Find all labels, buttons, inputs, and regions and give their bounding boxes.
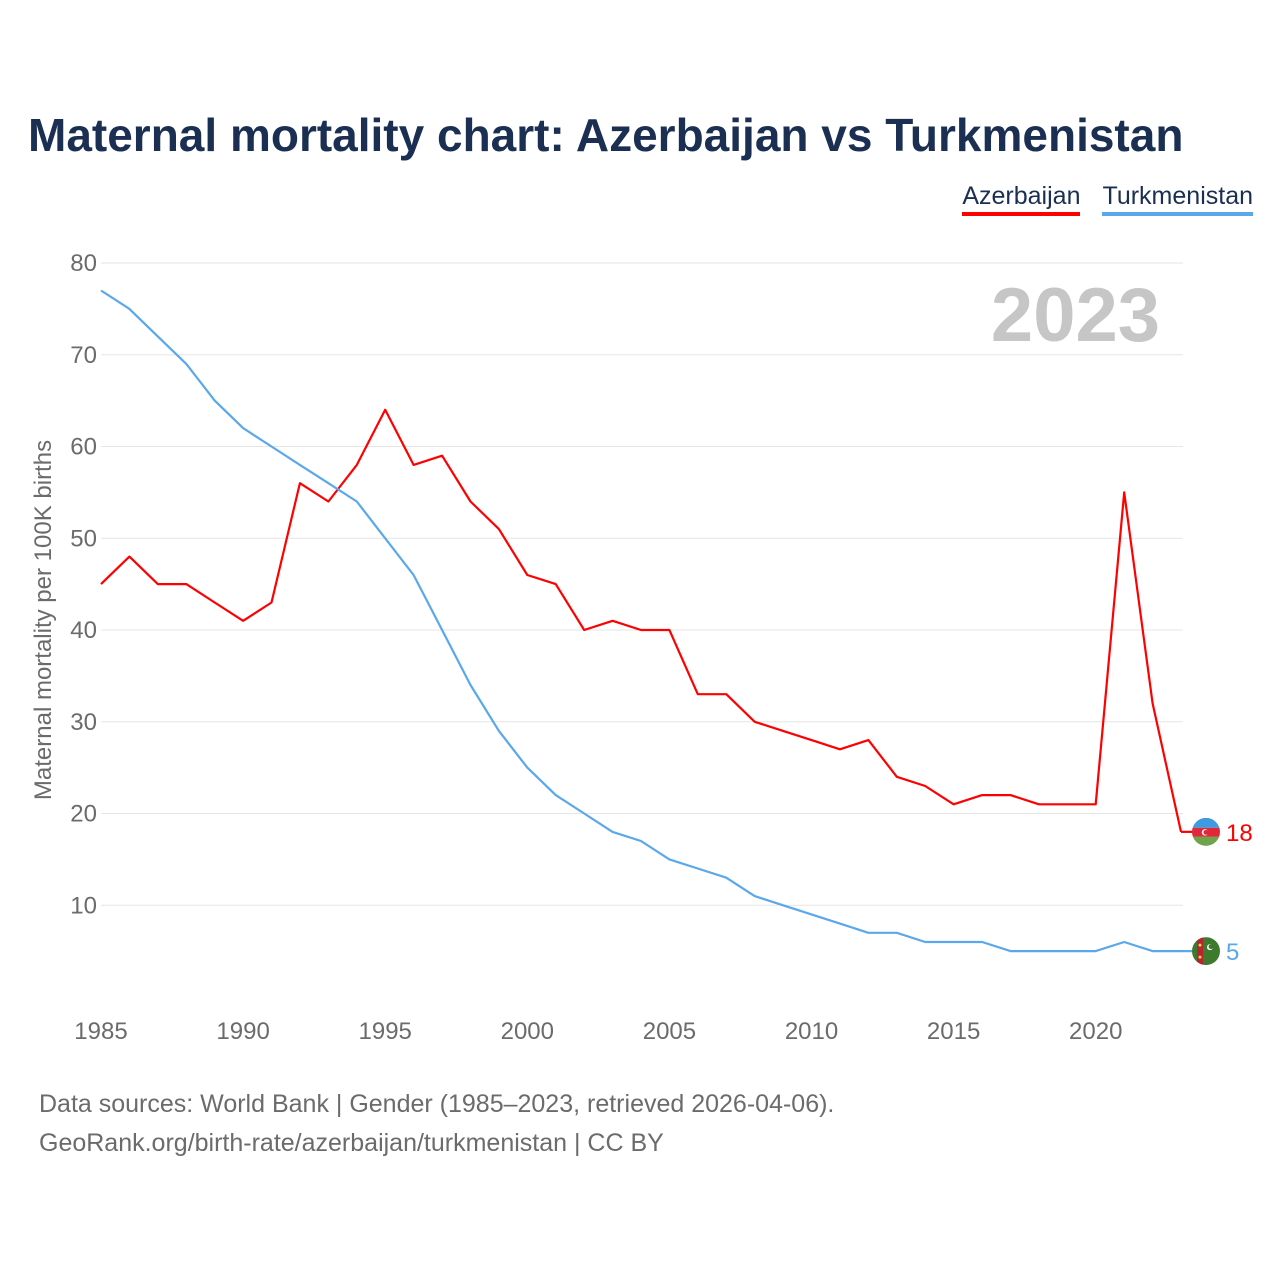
series-line-turkmenistan[interactable] xyxy=(100,289,1181,953)
end-value-label-turkmenistan: 5 xyxy=(1226,939,1239,966)
turkmenistan-flag-icon xyxy=(1192,937,1220,966)
y-tick-label: 30 xyxy=(70,709,97,736)
x-tick-label: 2000 xyxy=(501,1018,554,1045)
legend: Azerbaijan Turkmenistan xyxy=(962,182,1253,216)
y-tick-label: 50 xyxy=(70,525,97,552)
x-tick-label: 2005 xyxy=(643,1018,696,1045)
x-tick-label: 2010 xyxy=(785,1018,838,1045)
legend-item-azerbaijan[interactable]: Azerbaijan xyxy=(962,182,1081,216)
x-tick-label: 1990 xyxy=(216,1018,269,1045)
azerbaijan-flag-icon xyxy=(1192,817,1220,846)
series-line-azerbaijan[interactable] xyxy=(100,408,1183,833)
chart-title: Maternal mortality chart: Azerbaijan vs … xyxy=(28,109,1184,161)
end-markers: 18 5 xyxy=(1181,817,1253,966)
y-tick-label: 70 xyxy=(70,342,97,369)
x-tick-label: 2020 xyxy=(1069,1018,1122,1045)
x-tick-label: 2015 xyxy=(927,1018,980,1045)
x-axis-ticks: 1985 1990 1995 2000 2005 2010 2015 2020 xyxy=(74,1018,1122,1045)
y-tick-label: 80 xyxy=(70,250,97,277)
end-value-label-azerbaijan: 18 xyxy=(1226,820,1253,847)
grid-lines xyxy=(101,262,1183,906)
legend-item-turkmenistan[interactable]: Turkmenistan xyxy=(1102,182,1253,216)
y-axis-ticks: 10 20 30 40 50 60 70 80 xyxy=(70,250,97,919)
footer-attribution[interactable]: GeoRank.org/birth-rate/azerbaijan/turkme… xyxy=(39,1129,664,1157)
y-tick-label: 10 xyxy=(70,892,97,919)
footer-sources: Data sources: World Bank | Gender (1985–… xyxy=(39,1090,835,1118)
y-axis-label: Maternal mortality per 100K births xyxy=(30,440,57,800)
footer: Data sources: World Bank | Gender (1985–… xyxy=(39,1085,834,1163)
year-watermark: 2023 xyxy=(991,273,1160,358)
x-tick-label: 1995 xyxy=(359,1018,412,1045)
y-tick-label: 20 xyxy=(70,801,97,828)
series-lines xyxy=(100,289,1183,953)
y-tick-label: 40 xyxy=(70,617,97,644)
x-tick-label: 1985 xyxy=(74,1018,127,1045)
y-tick-label: 60 xyxy=(70,434,97,461)
